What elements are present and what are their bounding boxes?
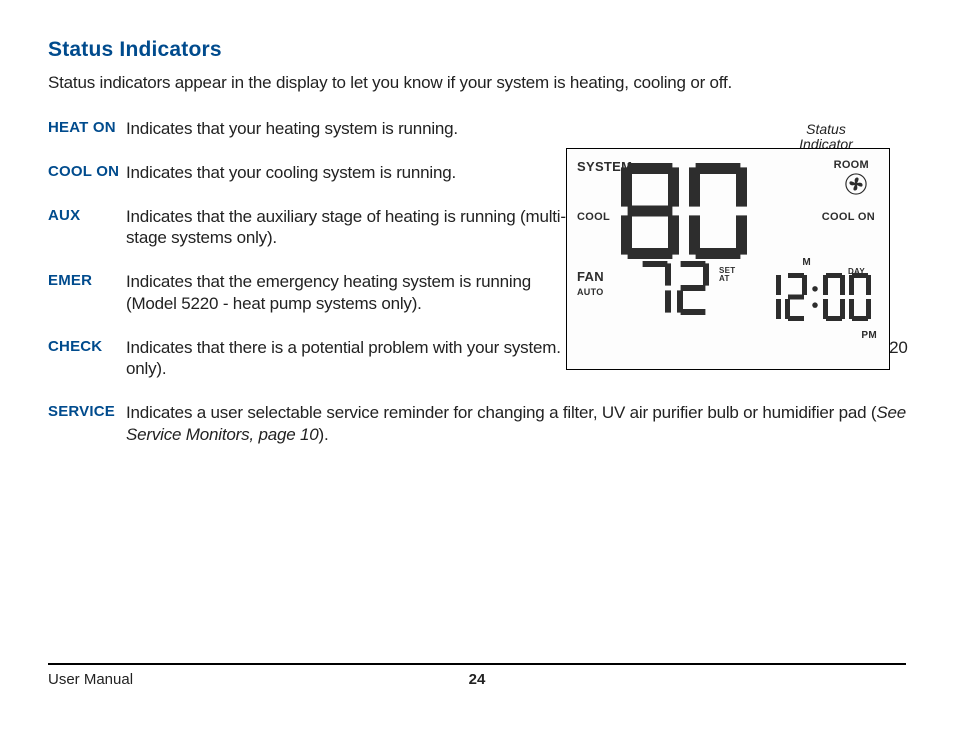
- lcd-label-pm: PM: [861, 330, 877, 341]
- definition-desc: Indicates that your cooling system is ru…: [126, 162, 568, 184]
- fan-icon: [845, 173, 867, 195]
- lcd-clock: [759, 273, 871, 321]
- lcd-label-cool: COOL: [577, 211, 610, 223]
- lcd-set-temp: [639, 261, 709, 315]
- definition-term: SERVICE: [48, 402, 126, 446]
- footer-page-number: 24: [48, 671, 906, 688]
- definition-row: EMERIndicates that the emergency heating…: [48, 271, 568, 315]
- lcd-label-auto: AUTO: [577, 287, 604, 297]
- definition-term: HEAT ON: [48, 118, 126, 140]
- definition-row: AUXIndicates that the auxiliary stage of…: [48, 206, 568, 250]
- lcd-label-m: M: [802, 257, 811, 268]
- lcd-main-temp: [621, 163, 747, 259]
- lcd-label-coolon: COOL ON: [822, 211, 875, 223]
- lcd-figure: Status Indicator SYSTEM COOL FAN AUTO RO…: [566, 148, 906, 370]
- intro-text: Status indicators appear in the display …: [48, 72, 906, 94]
- callout-line1: Status: [806, 121, 846, 137]
- definition-row: SERVICEIndicates a user selectable servi…: [48, 402, 908, 446]
- lcd-label-at: AT: [719, 274, 730, 283]
- lcd-label-setat: SET AT: [719, 267, 735, 284]
- section-heading: Status Indicators: [48, 38, 906, 62]
- thermostat-lcd: SYSTEM COOL FAN AUTO ROOM COOL ON M DAY …: [566, 148, 890, 370]
- footer-rule: [48, 663, 906, 665]
- definition-desc: Indicates that the emergency heating sys…: [126, 271, 568, 315]
- definition-list: HEAT ONIndicates that your heating syste…: [48, 118, 568, 446]
- definition-desc: Indicates a user selectable service remi…: [126, 402, 908, 446]
- definition-term: AUX: [48, 206, 126, 250]
- definition-row: HEAT ONIndicates that your heating syste…: [48, 118, 568, 140]
- page-footer: User Manual 24: [48, 663, 906, 688]
- definition-term: EMER: [48, 271, 126, 315]
- lcd-label-fan: FAN: [577, 269, 604, 284]
- content-area: HEAT ONIndicates that your heating syste…: [48, 118, 906, 446]
- definition-row: COOL ONIndicates that your cooling syste…: [48, 162, 568, 184]
- definition-term: CHECK: [48, 337, 126, 381]
- definition-term: COOL ON: [48, 162, 126, 184]
- definition-desc: Indicates that your heating system is ru…: [126, 118, 568, 140]
- definition-desc: Indicates that the auxiliary stage of he…: [126, 206, 568, 250]
- lcd-label-room: ROOM: [834, 159, 869, 171]
- manual-page: Status Indicators Status indicators appe…: [0, 0, 954, 738]
